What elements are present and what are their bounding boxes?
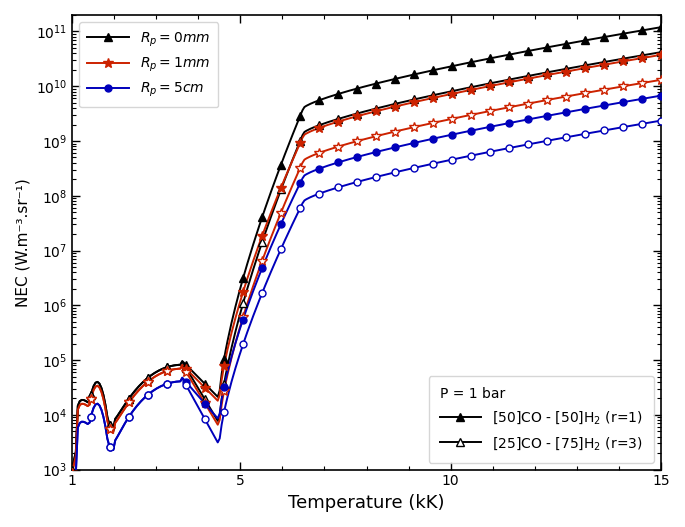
X-axis label: Temperature (kK): Temperature (kK): [288, 494, 445, 512]
Legend: [50]CO - [50]H$_2$ (r=1), [25]CO - [75]H$_2$ (r=3): [50]CO - [50]H$_2$ (r=1), [25]CO - [75]H…: [429, 376, 654, 463]
Y-axis label: NEC (W.m⁻³.sr⁻¹): NEC (W.m⁻³.sr⁻¹): [15, 178, 30, 307]
